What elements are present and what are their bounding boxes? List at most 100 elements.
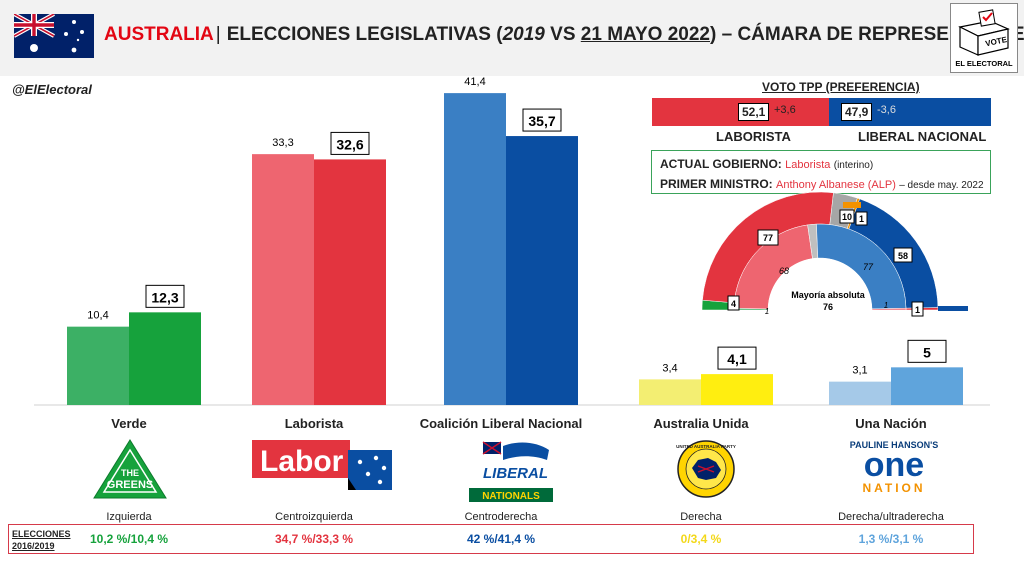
value-box-now-australia-unida — [717, 346, 757, 370]
value-label-now-australia-unida: 4,1 — [727, 351, 747, 367]
tpp-label-liberal: LIBERAL NACIONAL — [858, 129, 987, 144]
title-year-prev: 2019 — [502, 24, 545, 45]
value-label-now-coalicion: 35,7 — [528, 113, 555, 129]
one-nation-logo-top: PAULINE HANSON'S — [850, 440, 938, 450]
greens-logo-text-1: THE — [121, 468, 139, 478]
one-nation-mini-logo-icon — [938, 306, 968, 311]
bar-now-australia-unida — [701, 374, 773, 405]
pm-note: – desde may. 2022 — [899, 180, 984, 191]
previous-value-laborista: 34,7 %/33,3 % — [274, 532, 354, 546]
gov-party: Laborista — [785, 159, 831, 171]
bar-prev-verde — [67, 326, 129, 405]
uap-logo-icon: UNITED AUSTRALIA PARTY — [676, 440, 736, 498]
value-label-prev-laborista: 33,3 — [272, 137, 293, 149]
bar-prev-una-nacion — [829, 381, 891, 405]
category-label-laborista: Laborista — [284, 416, 344, 431]
nationals-logo-text: NATIONALS — [482, 491, 540, 502]
bar-now-coalicion — [506, 136, 578, 405]
tpp-value-laborista: 52,1 — [738, 103, 770, 121]
twitter-handle: @ElElectoral — [12, 82, 92, 97]
hemi-label-other-outer: 10 — [842, 212, 852, 222]
hemi-label-one-inner: 1 — [884, 301, 888, 310]
bar-prev-australia-unida — [639, 379, 701, 405]
previous-value-una-nacion: 1,3 %/3,1 % — [858, 532, 924, 546]
seat-hemicycle: 4 77 10 1 58 1 1 68 77 1 Mayoría absolut… — [701, 191, 968, 320]
government-box: ACTUAL GOBIERNO: Laborista (interino) PR… — [651, 150, 991, 194]
liberal-logo-text: LIBERAL — [483, 465, 548, 482]
one-nation-logo-icon: PAULINE HANSON'S one NATION — [850, 440, 938, 495]
current-government-line: ACTUAL GOBIERNO: Laborista (interino) — [660, 155, 982, 175]
hemi-label-kat-outer: 1 — [859, 214, 864, 224]
bar-now-laborista — [314, 159, 386, 405]
ballot-box-logo-icon: VOTE EL ELECTORAL — [950, 3, 1018, 73]
title-separator: | — [215, 24, 221, 45]
bar-prev-laborista — [252, 154, 314, 405]
tpp-bar-liberal: 47,9 -3,6 — [829, 98, 991, 126]
previous-elections-box — [8, 524, 974, 554]
prime-minister-line: PRIMER MINISTRO: Anthony Albanese (ALP) … — [660, 175, 984, 195]
labor-logo-icon: Labor — [252, 440, 392, 490]
value-label-prev-coalicion: 41,4 — [464, 76, 485, 88]
hemi-label-lib-inner: 77 — [863, 262, 874, 272]
value-box-now-laborista — [330, 131, 370, 155]
previous-value-coalicion: 42 %/41,4 % — [466, 532, 536, 546]
category-label-coalicion: Coalición Liberal Nacional — [419, 416, 583, 431]
previous-value-verde: 10,2 %/10,4 % — [89, 532, 169, 546]
labor-logo-text: Labor — [260, 445, 344, 478]
hemi-label-labor-outer: 77 — [763, 233, 773, 243]
title-date: 21 MAYO 2022 — [580, 24, 710, 45]
tpp-title: VOTO TPP (PREFERENCIA) — [762, 80, 920, 94]
liberal-nationals-logo-icon: LIBERAL NATIONALS — [469, 441, 553, 502]
value-label-prev-una-nacion: 3,1 — [852, 365, 867, 377]
hemi-label-lib-outer: 58 — [898, 251, 908, 261]
header-band: AUSTRALIA | ELECCIONES LEGISLATIVAS (2019 … — [0, 0, 1024, 76]
hemi-label-one-outer: 1 — [915, 305, 920, 315]
australia-flag-icon — [14, 14, 94, 58]
greens-logo-text-2: GREENS — [107, 479, 153, 491]
category-label-verde: Verde — [111, 416, 147, 431]
previous-label-line-1: ELECCIONES — [12, 529, 71, 539]
majority-value: 76 — [823, 302, 833, 312]
previous-label-line-2: 2016/2019 — [12, 541, 55, 551]
ideology-australia-unida: Derecha — [680, 511, 722, 523]
tpp-bar: 52,1 +3,6 47,9 -3,6 — [652, 98, 991, 126]
bar-now-verde — [129, 312, 201, 405]
title-prefix: ELECCIONES LEGISLATIVAS ( — [226, 24, 503, 45]
pm-key: PRIMER MINISTRO: — [660, 177, 773, 191]
tpp-label-laborista: LABORISTA — [716, 129, 791, 144]
previous-elections-label: ELECCIONES 2016/2019 — [12, 528, 71, 552]
value-box-now-verde — [145, 284, 185, 308]
gov-note: (interino) — [833, 160, 874, 171]
page-title: AUSTRALIA | ELECCIONES LEGISLATIVAS (2019 … — [104, 24, 1024, 46]
value-label-now-verde: 12,3 — [151, 289, 178, 305]
ideology-laborista: Centroizquierda — [275, 511, 353, 523]
category-label-australia-unida: Australia Unida — [653, 416, 749, 431]
hemi-label-labor-inner: 68 — [779, 266, 789, 276]
value-box-now-una-nacion — [907, 339, 947, 363]
bar-now-una-nacion — [891, 367, 963, 405]
one-nation-logo-mid: one — [864, 446, 924, 484]
greens-logo-icon: THE GREENS — [93, 439, 167, 499]
title-vs: VS — [544, 24, 581, 45]
katter-logo-icon — [843, 202, 861, 208]
tpp-bar-laborista: 52,1 +3,6 — [652, 98, 829, 126]
tpp-delta-liberal: -3,6 — [877, 104, 896, 116]
hemi-label-green-inner: 1 — [765, 307, 769, 316]
country-name: AUSTRALIA — [104, 24, 214, 45]
uap-logo-text: UNITED AUSTRALIA PARTY — [676, 444, 736, 449]
tpp-delta-laborista: +3,6 — [774, 104, 796, 116]
tpp-value-liberal: 47,9 — [841, 103, 873, 121]
gov-key: ACTUAL GOBIERNO: — [660, 157, 782, 171]
value-label-prev-australia-unida: 3,4 — [662, 362, 677, 374]
majority-label: Mayoría absoluta — [791, 290, 866, 300]
value-label-prev-verde: 10,4 — [87, 310, 108, 322]
brand-label: EL ELECTORAL — [955, 59, 1013, 68]
ideology-verde: Izquierda — [106, 511, 152, 523]
ideology-coalicion: Centroderecha — [464, 511, 538, 523]
value-label-now-laborista: 32,6 — [336, 136, 363, 152]
value-box-now-coalicion — [522, 108, 562, 132]
category-label-una-nacion: Una Nación — [855, 416, 927, 431]
one-nation-logo-bot: NATION — [862, 481, 925, 495]
ideology-una-nacion: Derecha/ultraderecha — [838, 511, 944, 523]
